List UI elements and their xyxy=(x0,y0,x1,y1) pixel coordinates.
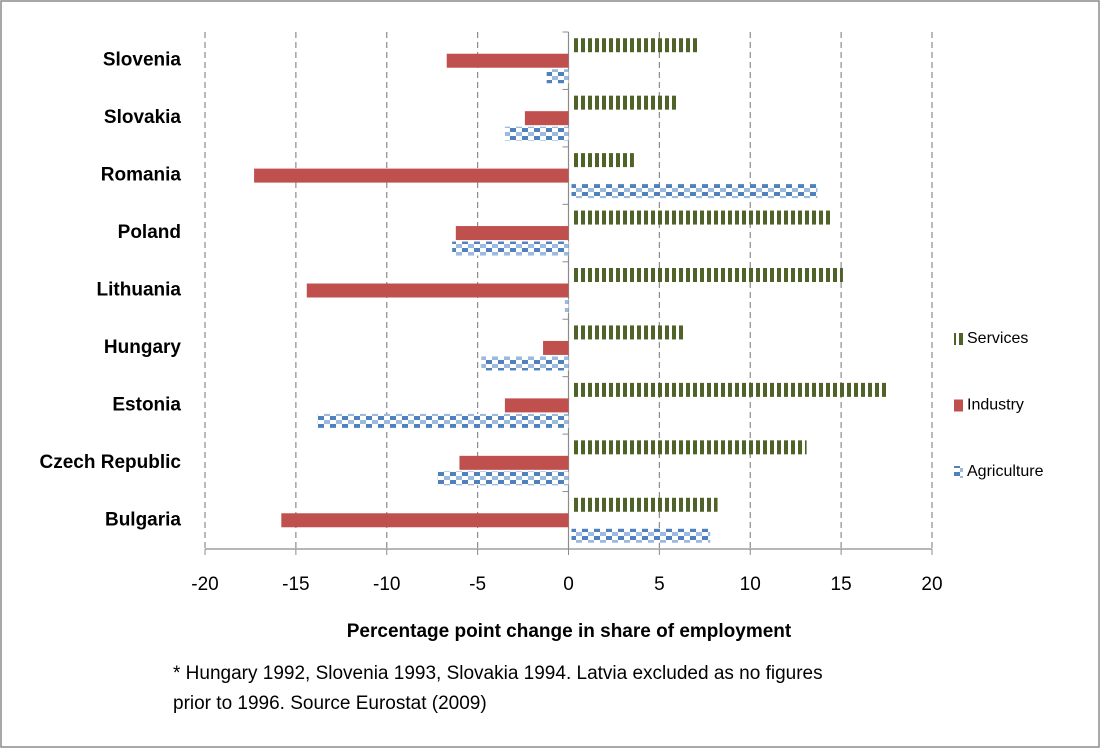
y-tick-label: Poland xyxy=(118,222,181,243)
y-tick-label: Czech Republic xyxy=(40,452,182,473)
bar xyxy=(481,356,569,371)
legend-swatch xyxy=(954,333,963,345)
bar xyxy=(571,38,700,53)
y-tick-label: Estonia xyxy=(112,394,181,415)
x-tick-label: 10 xyxy=(740,574,761,595)
note-line: prior to 1996. Source Eurostat (2009) xyxy=(173,693,487,714)
bar xyxy=(452,241,569,256)
x-tick-label: 5 xyxy=(654,574,665,595)
bar xyxy=(571,95,678,110)
x-tick-label: -15 xyxy=(282,574,309,595)
bar xyxy=(455,226,569,241)
bar xyxy=(571,210,833,225)
bar xyxy=(543,340,569,355)
bar xyxy=(571,325,684,340)
bar xyxy=(317,413,569,428)
legend-label: Industry xyxy=(967,397,1024,414)
legend-label: Agriculture xyxy=(967,463,1044,480)
bar xyxy=(571,153,634,168)
legend-label: Services xyxy=(967,330,1028,347)
bar xyxy=(306,283,569,298)
bar xyxy=(437,471,569,486)
bar xyxy=(564,299,569,313)
bar xyxy=(281,513,569,528)
bar xyxy=(254,168,569,183)
x-tick-label: 20 xyxy=(921,574,942,595)
bar xyxy=(571,497,718,512)
x-tick-label: 0 xyxy=(563,574,574,595)
x-tick-label: 15 xyxy=(831,574,852,595)
x-axis-label: Percentage point change in share of empl… xyxy=(347,621,792,642)
y-tick-label: Bulgaria xyxy=(105,509,181,530)
bar xyxy=(571,382,887,397)
bar xyxy=(446,53,569,68)
bar xyxy=(571,528,711,543)
bar xyxy=(546,69,569,84)
y-tick-label: Hungary xyxy=(104,337,182,358)
note-line: * Hungary 1992, Slovenia 1993, Slovakia … xyxy=(173,663,823,684)
bar xyxy=(571,440,807,455)
legend-swatch xyxy=(954,466,963,478)
bar xyxy=(459,455,569,470)
bar xyxy=(504,126,569,141)
y-tick-label: Lithuania xyxy=(97,280,182,301)
y-tick-label: Slovakia xyxy=(104,107,182,128)
bar xyxy=(504,398,569,413)
x-tick-label: -5 xyxy=(469,574,486,595)
bar xyxy=(524,111,569,126)
y-tick-label: Romania xyxy=(101,165,182,186)
y-tick-label: Slovenia xyxy=(103,50,182,71)
x-tick-label: -10 xyxy=(373,574,400,595)
legend-swatch xyxy=(954,399,963,412)
x-tick-label: -20 xyxy=(191,574,218,595)
bar xyxy=(571,184,818,199)
bar xyxy=(571,268,843,282)
